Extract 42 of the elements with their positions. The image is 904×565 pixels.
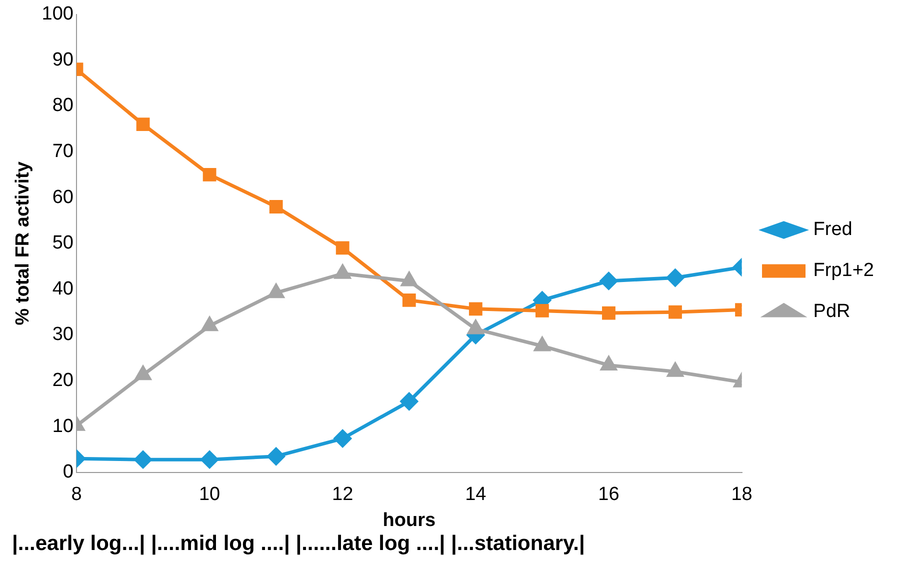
y-axis-title: % total FR activity xyxy=(12,161,34,326)
point xyxy=(134,450,152,468)
y-tick-label: 90 xyxy=(52,49,74,70)
y-tick-label: 0 xyxy=(62,462,74,483)
y-tick-label: 100 xyxy=(42,4,74,25)
point xyxy=(135,366,151,380)
legend-label: PdR xyxy=(813,301,850,322)
point xyxy=(268,284,284,298)
point xyxy=(200,450,218,468)
x-tick-label: 14 xyxy=(465,484,487,506)
y-tick-label: 10 xyxy=(52,416,74,437)
point xyxy=(267,448,285,466)
y-tick-label: 60 xyxy=(52,186,74,208)
point xyxy=(600,272,618,290)
text: |...early log...| |....mid log ....| |......late log ....| |...stationary.| xyxy=(12,532,586,556)
point xyxy=(136,118,150,132)
point xyxy=(666,269,684,286)
point xyxy=(400,392,418,410)
y-tick-label: 70 xyxy=(52,141,74,162)
point xyxy=(468,302,482,316)
x-tick-label: 18 xyxy=(731,484,752,506)
point xyxy=(202,317,218,332)
y-tick-label: 40 xyxy=(52,278,74,300)
point xyxy=(334,430,352,448)
x-tick-label: 10 xyxy=(198,484,220,506)
x-tick-label: 16 xyxy=(598,484,620,506)
legend-label: Fred xyxy=(813,219,852,240)
point xyxy=(402,293,416,307)
point xyxy=(269,200,283,214)
point xyxy=(336,241,350,255)
legend-label: Frp1+2 xyxy=(813,260,874,282)
x-tick-label: 12 xyxy=(332,484,354,506)
y-tick-label: 30 xyxy=(52,324,74,346)
y-tick-label: 80 xyxy=(52,95,74,116)
point xyxy=(202,168,216,182)
y-tick-label: 50 xyxy=(52,232,74,254)
point xyxy=(535,304,549,318)
y-tick-label: 20 xyxy=(52,370,74,392)
point xyxy=(668,305,682,319)
x-axis-title: hours xyxy=(382,510,436,531)
x-tick-label: 8 xyxy=(71,484,82,506)
point xyxy=(602,306,616,320)
